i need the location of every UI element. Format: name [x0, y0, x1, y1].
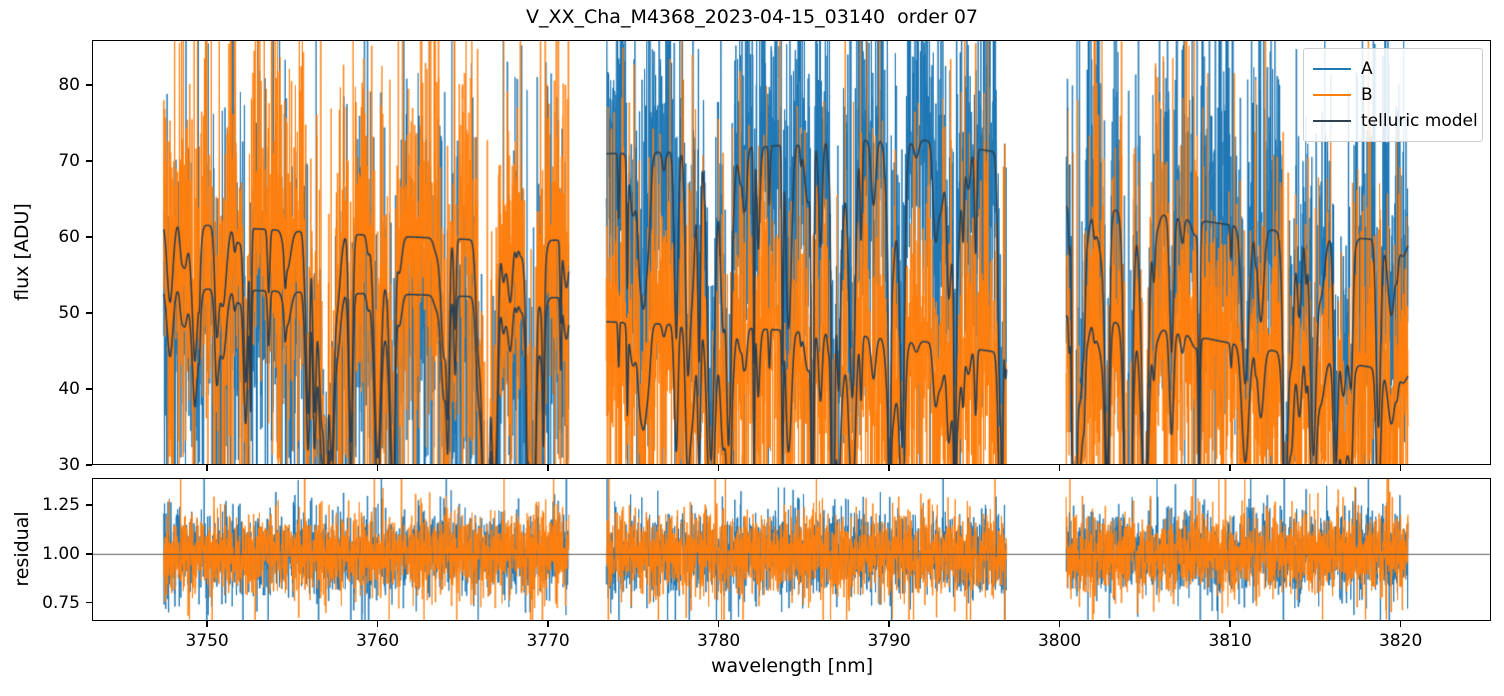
flux-tick-label: 80	[58, 74, 80, 95]
legend-item-a[interactable]: A	[1313, 56, 1473, 82]
flux-tick-label: 30	[58, 455, 80, 475]
wavelength-tick-mark-upper	[547, 465, 549, 471]
wavelength-tick-mark	[888, 621, 890, 627]
wavelength-tick-mark-upper	[888, 465, 890, 471]
wavelength-tick-mark	[1399, 621, 1402, 627]
wavelength-tick-label: 3760	[355, 631, 400, 651]
legend-item-b[interactable]: B	[1313, 82, 1473, 108]
wavelength-tick-mark-upper	[376, 465, 379, 471]
line-swatch-icon	[1313, 120, 1351, 122]
residual-tick-mark	[86, 553, 92, 555]
residual-tick-label: 1.25	[42, 495, 80, 516]
legend[interactable]: A B telluric model	[1303, 48, 1483, 142]
legend-label-b: B	[1361, 85, 1373, 105]
residual-tick-label: 1.00	[42, 543, 80, 564]
line-swatch-icon	[1313, 68, 1351, 70]
flux-tick-label: 50	[58, 302, 80, 323]
wavelength-tick-mark-upper	[1058, 465, 1061, 471]
wavelength-tick-mark	[547, 621, 549, 627]
wavelength-tick-mark	[206, 621, 208, 627]
flux-plot-canvas	[93, 41, 1490, 464]
wavelength-tick-mark	[717, 621, 720, 627]
flux-tick-label: 70	[58, 150, 80, 171]
wavelength-tick-label: 3750	[185, 631, 229, 651]
flux-axis-label: flux [ADU]	[11, 203, 33, 301]
residual-panel	[92, 478, 1491, 621]
flux-tick-mark	[86, 388, 92, 390]
wavelength-tick-label: 3800	[1037, 631, 1082, 651]
wavelength-tick-mark-upper	[206, 465, 208, 471]
wavelength-tick-mark	[1058, 621, 1061, 627]
residual-axis-label: residual	[11, 511, 33, 587]
flux-tick-mark	[86, 84, 92, 86]
wavelength-tick-label: 3810	[1208, 631, 1252, 651]
wavelength-tick-mark-upper	[1399, 465, 1402, 471]
flux-tick-mark	[86, 312, 92, 314]
residual-tick-mark	[86, 601, 92, 604]
flux-tick-label: 40	[58, 378, 80, 399]
flux-tick-label: 60	[58, 226, 80, 247]
wavelength-tick-label: 3820	[1378, 631, 1423, 651]
legend-label-a: A	[1361, 59, 1373, 79]
flux-tick-mark	[86, 160, 92, 162]
wavelength-tick-mark-upper	[1229, 465, 1231, 471]
wavelength-tick-mark	[376, 621, 379, 627]
line-swatch-icon	[1313, 94, 1351, 96]
wavelength-tick-mark	[1229, 621, 1231, 627]
page-title: V_XX_Cha_M4368_2023-04-15_03140 order 07	[525, 6, 979, 28]
legend-label-telluric-model: telluric model	[1361, 111, 1478, 131]
residual-plot-canvas	[93, 479, 1490, 620]
residual-tick-label: 0.75	[42, 592, 80, 613]
wavelength-axis-label: wavelength [nm]	[710, 655, 874, 677]
residual-tick-mark	[86, 504, 92, 507]
flux-tick-mark	[86, 464, 92, 466]
flux-tick-mark	[86, 236, 92, 238]
flux-panel	[92, 40, 1491, 465]
legend-item-telluric-model[interactable]: telluric model	[1313, 108, 1478, 134]
wavelength-tick-label: 3770	[526, 631, 570, 651]
wavelength-tick-mark-upper	[717, 465, 720, 471]
wavelength-tick-label: 3790	[867, 631, 911, 651]
wavelength-tick-label: 3780	[696, 631, 741, 651]
